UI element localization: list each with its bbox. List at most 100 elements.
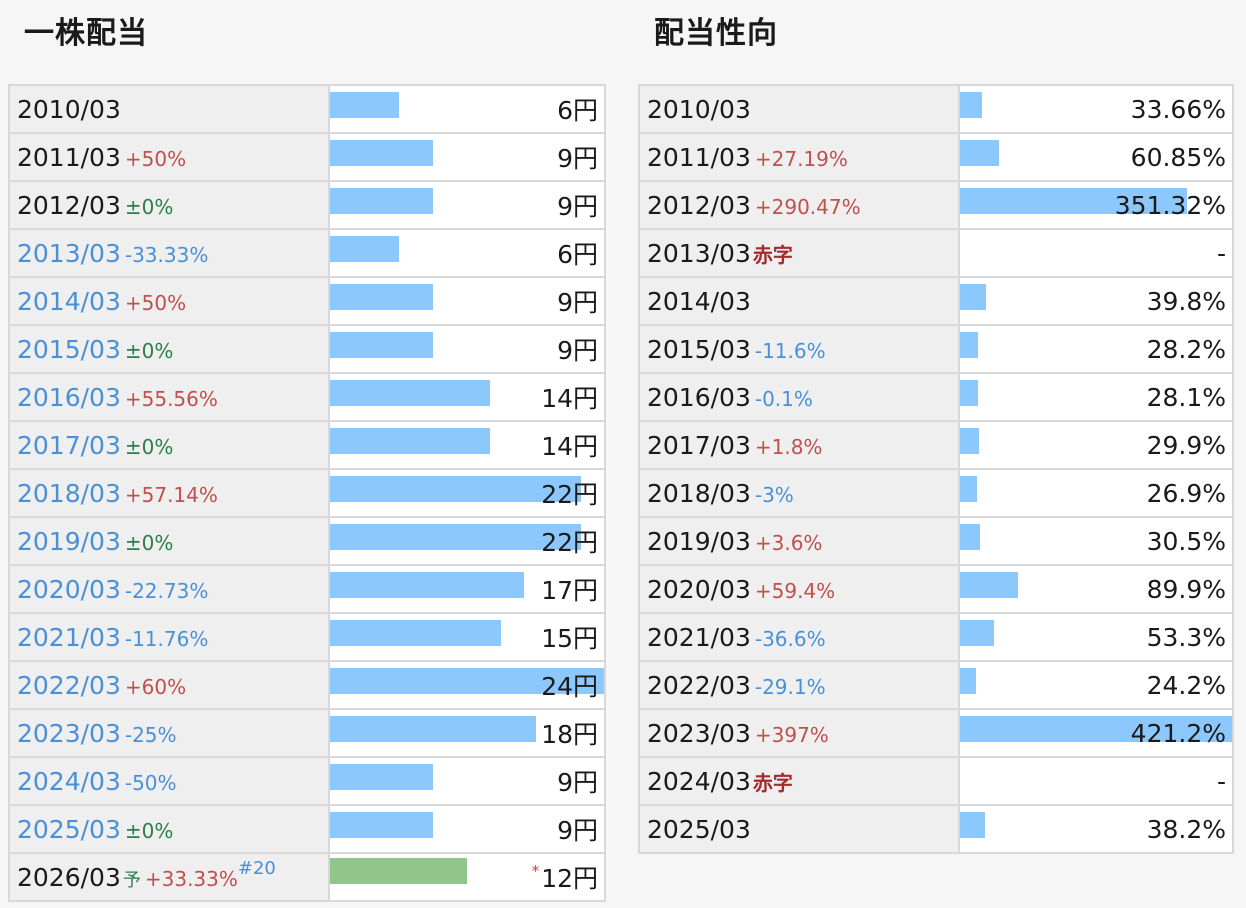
value-bar (331, 764, 433, 790)
value-label: 351.32% (1115, 183, 1226, 227)
year-label[interactable]: 2016/03 (17, 382, 121, 412)
value-label: 9円 (557, 807, 598, 851)
year-label: 2019/03 (647, 526, 751, 556)
year-label[interactable]: 2013/03 (17, 238, 121, 268)
year-label[interactable]: 2019/03 (17, 526, 121, 556)
bar-cell: 9円 (328, 324, 606, 374)
row-label-cell: 2018/03 -3% (638, 468, 960, 518)
value-label: 9円 (557, 183, 598, 227)
bar-cell: 24円 (328, 660, 606, 710)
value-label: 9円 (557, 759, 598, 803)
change-label: +3.6% (754, 530, 823, 555)
value-bar (331, 236, 399, 262)
bar-cell: 9円 (328, 804, 606, 854)
bar-cell: 26.9% (958, 468, 1234, 518)
value-label: 17円 (541, 567, 598, 611)
value-bar (331, 716, 536, 742)
value-bar (331, 284, 433, 310)
year-label: 2021/03 (647, 622, 751, 652)
bar-cell: 60.85% (958, 132, 1234, 182)
value-text: 14円 (541, 384, 598, 413)
value-bar (961, 620, 995, 646)
value-bar (961, 572, 1019, 598)
value-bar (331, 668, 603, 694)
value-label: 6円 (557, 87, 598, 131)
value-label: 60.85% (1131, 135, 1226, 179)
row-label-cell: 2026/03 予 +33.33%#20 (8, 852, 330, 902)
table-row: 2025/03 38.2% (638, 804, 1234, 854)
value-bar (961, 188, 1187, 214)
bar-cell: 29.9% (958, 420, 1234, 470)
row-label-cell: 2024/03 赤字 (638, 756, 960, 806)
value-label: 18円 (541, 711, 598, 755)
change-label: -50% (124, 770, 177, 795)
change-label: +27.19% (754, 146, 848, 171)
value-text: 9円 (557, 192, 598, 221)
year-label[interactable]: 2014/03 (17, 286, 121, 316)
table-row: 2011/03 +27.19% 60.85% (638, 132, 1234, 182)
table-row: 2021/03 -11.76% 15円 (8, 612, 606, 662)
year-label[interactable]: 2025/03 (17, 814, 121, 844)
year-label[interactable]: 2020/03 (17, 574, 121, 604)
bar-cell: 17円 (328, 564, 606, 614)
year-label[interactable]: 2015/03 (17, 334, 121, 364)
year-label: 2017/03 (647, 430, 751, 460)
year-label: 2011/03 (647, 142, 751, 172)
year-label: 2016/03 (647, 382, 751, 412)
value-bar (331, 140, 433, 166)
bar-cell: 38.2% (958, 804, 1234, 854)
payout-table: 2010/03 33.66% 2011/03 +27.19% 60.85% 2012/03… (638, 84, 1234, 854)
value-text: 9円 (557, 768, 598, 797)
bar-cell: 9円 (328, 756, 606, 806)
estimate-star: * (531, 862, 540, 880)
value-text: 18円 (541, 720, 598, 749)
value-text: 28.2% (1146, 334, 1226, 364)
year-label[interactable]: 2018/03 (17, 478, 121, 508)
change-label: ±0% (124, 530, 174, 555)
row-label-cell: 2023/03 +397% (638, 708, 960, 758)
source-note-link[interactable]: #20 (237, 857, 276, 879)
change-label: -22.73% (124, 578, 209, 603)
value-label: 24円 (541, 663, 598, 707)
change-label: +290.47% (754, 194, 861, 219)
change-label: 赤字 (752, 242, 793, 267)
value-label: 9円 (557, 279, 598, 323)
value-bar (331, 188, 433, 214)
value-bar (331, 572, 525, 598)
row-label-cell: 2012/03 ±0% (8, 180, 330, 230)
value-text: 6円 (557, 240, 598, 269)
change-label: -3% (754, 482, 794, 507)
year-label[interactable]: 2023/03 (17, 718, 121, 748)
table-row: 2010/03 6円 (8, 84, 606, 134)
change-label: -11.6% (754, 338, 826, 363)
value-text: 26.9% (1146, 478, 1226, 508)
year-label[interactable]: 2017/03 (17, 430, 121, 460)
year-label: 2018/03 (647, 478, 751, 508)
year-label: 2025/03 (647, 814, 751, 844)
value-label: - (1217, 231, 1226, 275)
value-bar (961, 332, 979, 358)
value-text: 9円 (557, 336, 598, 365)
table-row: 2025/03 ±0% 9円 (8, 804, 606, 854)
value-label: 30.5% (1146, 519, 1226, 563)
bar-cell: 14円 (328, 372, 606, 422)
change-label: ±0% (124, 338, 174, 363)
year-label[interactable]: 2022/03 (17, 670, 121, 700)
value-text: 421.2% (1130, 718, 1226, 748)
value-text: 17円 (541, 576, 598, 605)
year-label[interactable]: 2024/03 (17, 766, 121, 796)
value-bar (961, 92, 982, 118)
table-row: 2016/03 +55.56% 14円 (8, 372, 606, 422)
value-text: 22円 (541, 528, 598, 557)
value-text: 30.5% (1146, 526, 1226, 556)
table-row: 2014/03 39.8% (638, 276, 1234, 326)
row-label-cell: 2014/03 +50% (8, 276, 330, 326)
table-row: 2014/03 +50% 9円 (8, 276, 606, 326)
value-label: 9円 (557, 327, 598, 371)
table-row: 2013/03 -33.33% 6円 (8, 228, 606, 278)
row-label-cell: 2014/03 (638, 276, 960, 326)
table-row: 2024/03 -50% 9円 (8, 756, 606, 806)
change-label: +60% (124, 674, 187, 699)
year-label[interactable]: 2021/03 (17, 622, 121, 652)
year-label: 2023/03 (647, 718, 751, 748)
